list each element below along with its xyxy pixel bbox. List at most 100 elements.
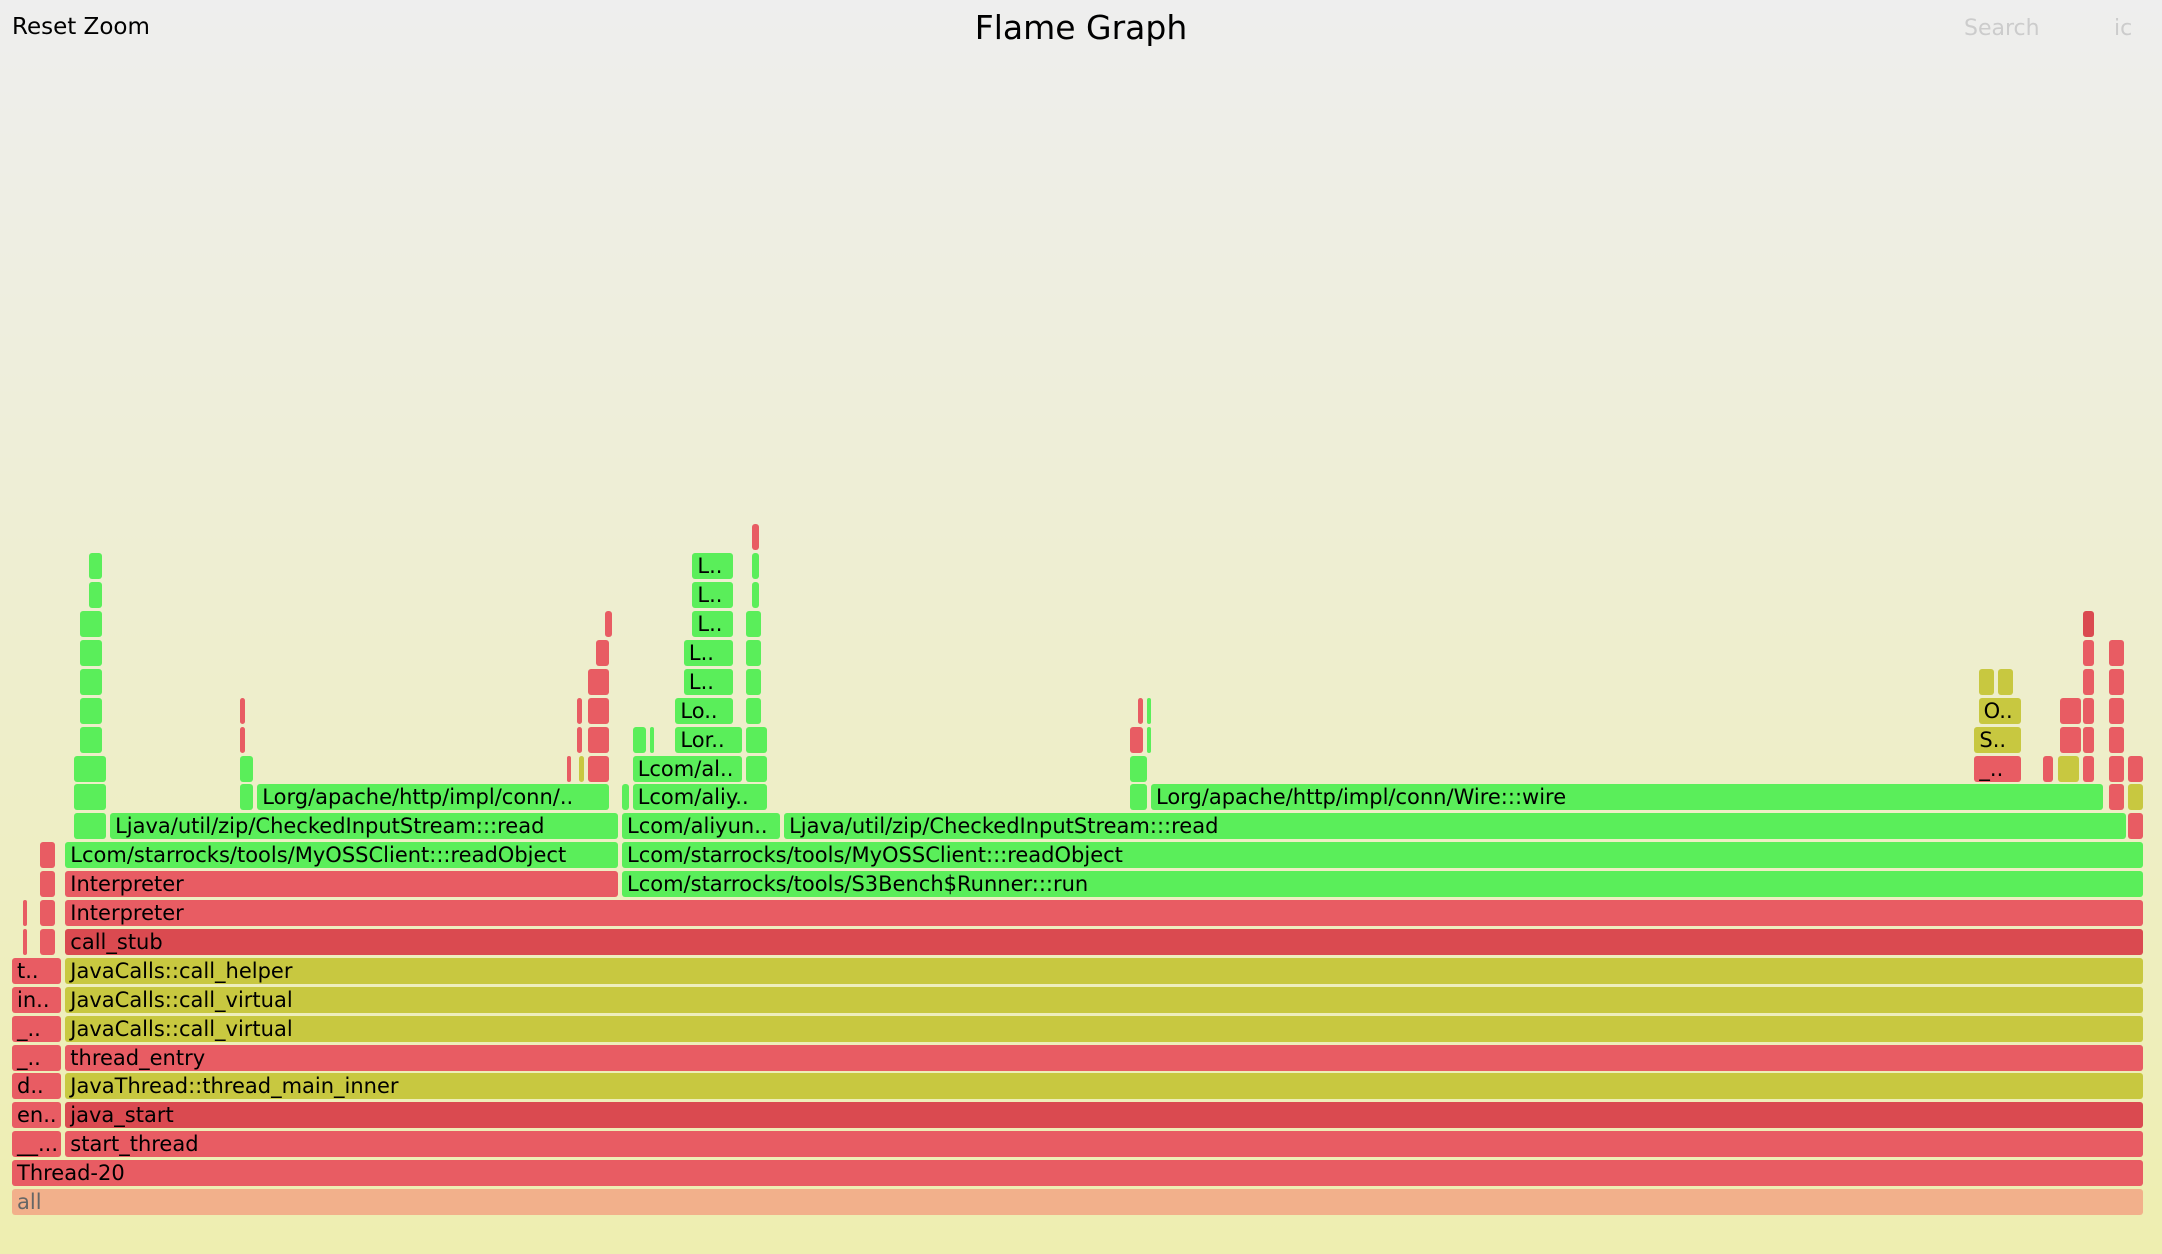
flame-frame[interactable] — [39, 928, 55, 955]
flame-frame[interactable] — [240, 784, 254, 811]
flame-frame[interactable] — [752, 524, 759, 551]
flame-frame[interactable]: t.. — [12, 957, 62, 984]
flame-frame[interactable]: start_thread — [65, 1131, 2143, 1158]
flame-frame[interactable] — [88, 582, 102, 609]
flame-frame[interactable]: in.. — [12, 986, 62, 1013]
flame-frame[interactable]: call_stub — [65, 928, 2143, 955]
flame-frame[interactable] — [39, 871, 55, 898]
flame-frame[interactable] — [240, 697, 245, 724]
flame-frame[interactable] — [1146, 726, 1152, 753]
flame-frame[interactable] — [632, 726, 646, 753]
ignore-case-toggle[interactable]: ic — [2114, 16, 2133, 41]
flame-frame[interactable] — [587, 726, 610, 753]
flame-frame[interactable]: _.. — [1974, 755, 2022, 782]
flame-frame[interactable] — [2127, 813, 2143, 840]
flame-frame[interactable]: Lcom/aliyun.. — [622, 813, 780, 840]
flame-frame[interactable]: JavaCalls::call_virtual — [65, 1015, 2143, 1042]
flame-frame[interactable] — [73, 784, 106, 811]
flame-frame[interactable] — [2108, 726, 2124, 753]
flame-frame[interactable] — [80, 726, 102, 753]
flame-frame[interactable] — [39, 842, 55, 869]
flame-frame[interactable] — [1129, 784, 1147, 811]
flame-frame[interactable] — [649, 726, 655, 753]
flame-frame[interactable] — [2083, 755, 2094, 782]
flame-frame[interactable]: Interpreter — [65, 900, 2143, 926]
flame-frame[interactable] — [73, 755, 106, 782]
flame-frame[interactable]: S.. — [1974, 726, 2022, 753]
flame-frame[interactable] — [587, 697, 610, 724]
search-button[interactable]: Search — [1964, 16, 2040, 41]
flame-frame[interactable]: Lorg/apache/http/impl/conn/.. — [257, 784, 610, 811]
flame-frame[interactable]: Interpreter — [65, 871, 618, 898]
flame-frame[interactable]: Lcom/starrocks/tools/S3Bench$Runner:::ru… — [622, 871, 2143, 898]
flame-frame[interactable]: Lo.. — [675, 697, 734, 724]
flame-frame[interactable]: Lcom/al.. — [632, 755, 742, 782]
flame-frame[interactable]: Lorg/apache/http/impl/conn/Wire:::wire — [1151, 784, 2103, 811]
flame-frame[interactable] — [2108, 668, 2124, 695]
flame-frame[interactable] — [240, 755, 254, 782]
flame-frame[interactable]: L.. — [692, 553, 734, 580]
flame-frame[interactable] — [80, 697, 102, 724]
flame-frame[interactable] — [240, 726, 245, 753]
flame-frame[interactable]: _.. — [12, 1015, 62, 1042]
flame-frame[interactable] — [80, 639, 102, 666]
flame-frame[interactable] — [587, 755, 610, 782]
flame-frame[interactable] — [566, 755, 571, 782]
flame-frame[interactable] — [577, 726, 582, 753]
flame-frame[interactable]: d.. — [12, 1073, 62, 1100]
flame-frame[interactable] — [2042, 755, 2054, 782]
flame-frame[interactable] — [2108, 784, 2124, 811]
flame-frame[interactable] — [605, 611, 612, 637]
flame-frame[interactable]: Ljava/util/zip/CheckedInputStream:::read — [110, 813, 618, 840]
flame-frame[interactable] — [2108, 697, 2124, 724]
flame-frame[interactable]: Ljava/util/zip/CheckedInputStream:::read — [784, 813, 2126, 840]
flame-frame[interactable] — [1146, 697, 1152, 724]
flame-frame[interactable] — [88, 553, 102, 580]
flame-frame[interactable] — [22, 928, 28, 955]
flame-frame[interactable] — [752, 582, 759, 609]
flame-frame[interactable] — [2127, 784, 2143, 811]
flame-frame[interactable] — [1129, 726, 1143, 753]
flame-frame[interactable] — [1997, 668, 2013, 695]
flame-frame[interactable]: Thread-20 — [12, 1160, 2143, 1187]
flame-frame[interactable] — [2083, 668, 2094, 695]
flame-frame[interactable] — [596, 639, 610, 666]
flame-frame[interactable]: java_start — [65, 1102, 2143, 1129]
flame-frame[interactable] — [622, 784, 629, 811]
flame-frame[interactable] — [1978, 668, 1994, 695]
flame-frame[interactable]: L.. — [683, 639, 734, 666]
flame-frame[interactable]: _.. — [12, 1044, 62, 1071]
flame-frame[interactable] — [2127, 755, 2143, 782]
flame-frame[interactable]: L.. — [683, 668, 734, 695]
flame-frame[interactable]: Lcom/aliy.. — [632, 784, 768, 811]
flame-frame[interactable] — [587, 668, 610, 695]
flame-frame[interactable] — [2083, 639, 2094, 666]
flame-frame[interactable] — [2083, 726, 2094, 753]
flame-frame[interactable]: Lor.. — [675, 726, 742, 753]
flame-frame[interactable] — [752, 553, 759, 580]
flame-frame[interactable]: __... — [12, 1131, 62, 1158]
flame-frame[interactable]: L.. — [692, 611, 734, 637]
flame-frame[interactable]: JavaCalls::call_helper — [65, 957, 2143, 984]
flame-frame[interactable]: JavaCalls::call_virtual — [65, 986, 2143, 1013]
flame-frame[interactable] — [2057, 755, 2079, 782]
flame-frame[interactable] — [745, 726, 768, 753]
flame-frame[interactable]: L.. — [692, 582, 734, 609]
flame-frame[interactable] — [745, 668, 761, 695]
flame-frame[interactable]: JavaThread::thread_main_inner — [65, 1073, 2143, 1100]
flame-frame[interactable]: O.. — [1978, 697, 2022, 724]
flame-frame[interactable] — [22, 900, 28, 926]
flame-frame[interactable] — [80, 668, 102, 695]
flame-frame[interactable] — [2059, 697, 2082, 724]
flame-frame[interactable] — [2083, 697, 2094, 724]
reset-zoom-button[interactable]: Reset Zoom — [12, 14, 150, 40]
flame-frame[interactable]: Lcom/starrocks/tools/MyOSSClient:::readO… — [622, 842, 2143, 869]
flame-frame[interactable] — [577, 697, 582, 724]
flame-frame[interactable] — [1138, 697, 1143, 724]
flame-frame[interactable] — [80, 611, 102, 637]
flame-frame[interactable] — [2059, 726, 2082, 753]
flame-frame[interactable]: en.. — [12, 1102, 62, 1129]
flame-frame[interactable] — [2083, 611, 2094, 637]
flame-frame[interactable] — [745, 639, 761, 666]
flame-frame[interactable] — [1129, 755, 1147, 782]
